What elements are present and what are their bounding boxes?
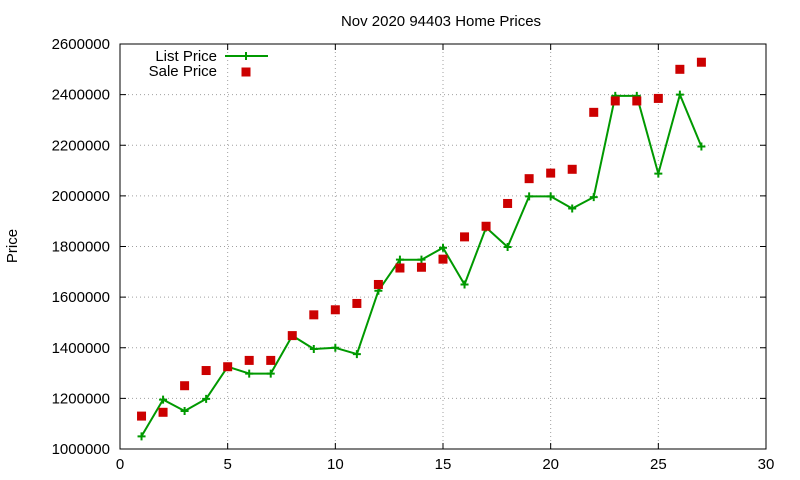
x-tick-label: 30 [758, 456, 775, 473]
sale-price-point [503, 198, 513, 208]
list-price-point [525, 192, 534, 201]
list-price-point [159, 395, 168, 404]
sale-price-point [373, 279, 383, 289]
sale-price-point [137, 411, 147, 421]
y-axis-ticks: 1000000 1200000 1400000 1600000 1800000 20000… [52, 36, 766, 458]
sale-price-point [201, 366, 211, 376]
data-series [137, 57, 706, 441]
list-price-point [309, 345, 318, 354]
list-price-point [266, 369, 275, 378]
sale-price-point [632, 96, 642, 106]
list-price-point [654, 169, 663, 178]
legend-marker-sale-price [241, 67, 251, 77]
y-tick-label: 2600000 [52, 36, 110, 53]
list-price-point [439, 243, 447, 252]
list-price-point [137, 432, 146, 441]
sale-price-point [158, 407, 168, 417]
sale-price-point [266, 355, 276, 365]
y-tick-label: 1400000 [52, 340, 110, 357]
sale-price-point [567, 164, 577, 174]
list-price-point [697, 142, 706, 151]
legend: List Price Sale Price [149, 48, 268, 80]
y-tick-label: 2000000 [52, 188, 110, 205]
y-tick-label: 2200000 [52, 137, 110, 154]
x-tick-label: 20 [542, 456, 559, 473]
sale-price-point [352, 298, 362, 308]
sale-price-point [524, 174, 534, 184]
sale-price-point [287, 331, 297, 341]
sale-price-point [180, 381, 190, 391]
y-axis-label: Price [4, 229, 21, 263]
x-axis-ticks: 0 5 10 15 20 25 30 [116, 44, 775, 473]
sale-price-point [223, 362, 233, 372]
list-price-point [460, 280, 469, 289]
list-price-point [675, 90, 684, 99]
y-tick-label: 2400000 [52, 87, 110, 104]
y-tick-label: 1800000 [52, 239, 110, 256]
sale-price-point [460, 232, 470, 242]
y-tick-label: 1600000 [52, 289, 110, 306]
plot-border [119, 43, 767, 450]
sale-price-point [395, 263, 405, 273]
y-tick-label: 1200000 [52, 390, 110, 407]
legend-label-sale-price: Sale Price [149, 63, 217, 80]
list-price-point [202, 394, 211, 403]
legend-marker-list-price [242, 52, 250, 60]
sale-price-point [696, 57, 706, 67]
list-price-point [395, 255, 404, 264]
x-tick-label: 0 [116, 456, 124, 473]
list-price-point [331, 343, 340, 352]
sale-price-point [244, 355, 254, 365]
sale-price-point [675, 64, 685, 74]
list-price-point [546, 192, 555, 201]
chart-title: Nov 2020 94403 Home Prices [341, 13, 541, 30]
sale-price-point [309, 310, 319, 320]
sale-price-point [610, 96, 620, 106]
list-price-point [589, 193, 598, 202]
y-tick-label: 1000000 [52, 441, 110, 458]
sale-price-point [546, 168, 556, 178]
x-tick-label: 5 [223, 456, 231, 473]
sale-price-point [589, 107, 599, 117]
list-price-point [417, 255, 426, 264]
list-price-point [180, 407, 189, 416]
sale-price-point [438, 254, 448, 264]
list-price-point [503, 243, 512, 252]
sale-price-point [330, 305, 340, 315]
legend-label-list-price: List Price [155, 48, 217, 65]
x-tick-label: 25 [650, 456, 667, 473]
sale-price-point [481, 221, 491, 231]
sale-price-point [653, 93, 663, 103]
x-tick-label: 10 [327, 456, 344, 473]
list-price-point [245, 369, 254, 378]
list-price-point [352, 350, 361, 359]
sale-price-point [416, 262, 426, 272]
list-price-point [568, 204, 577, 213]
x-tick-label: 15 [435, 456, 452, 473]
